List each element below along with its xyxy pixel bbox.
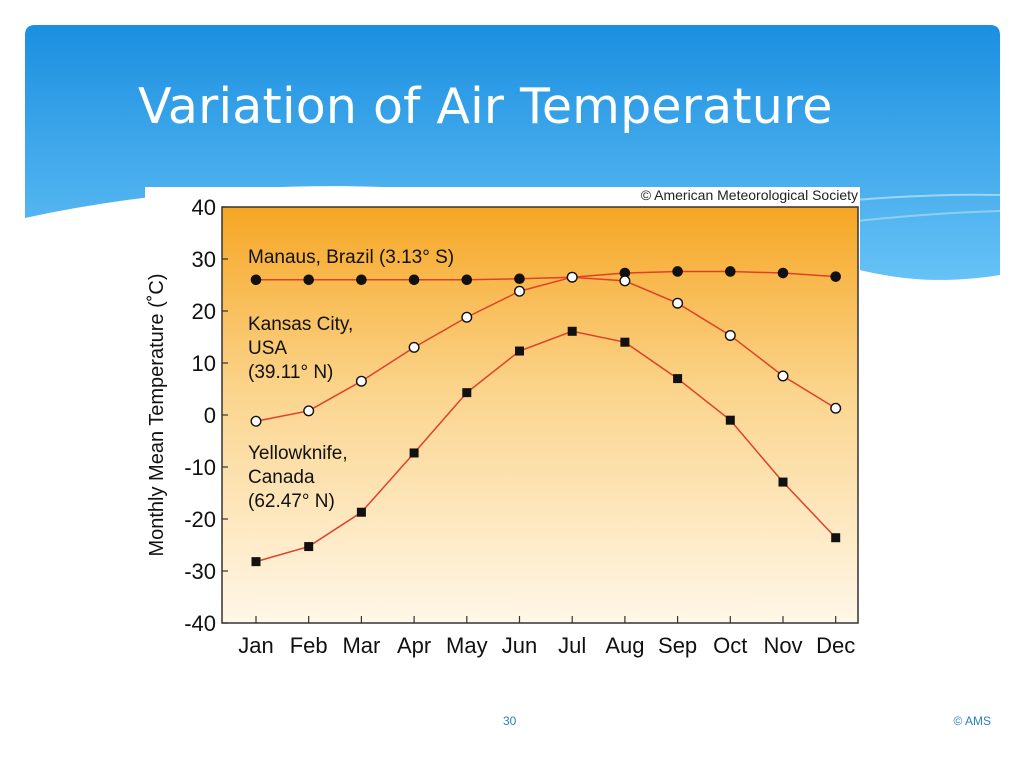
data-point (724, 329, 736, 341)
data-point (251, 557, 261, 567)
temperature-chart: 40 30 20 10 0 -10 -20 -30 -40 Jan Feb Mar Apr May Jun J… (146, 195, 859, 658)
y-tick-label: 40 (192, 195, 216, 220)
x-tick-label: Nov (763, 633, 802, 658)
series-label: Manaus, Brazil (3.13° S) (248, 247, 454, 268)
data-point (725, 415, 735, 425)
y-tick-label: 20 (192, 299, 216, 324)
series-label: Canada (248, 467, 315, 488)
x-tick-label: Dec (816, 633, 855, 658)
series-label: (39.11° N) (248, 362, 333, 383)
copyright-notice: © American Meteorological Society (640, 187, 858, 203)
x-tick-label: Jun (502, 633, 537, 658)
slide-title: Variation of Air Temperature (138, 78, 833, 135)
y-tick-label: 10 (192, 351, 216, 376)
y-tick-label: -20 (184, 507, 216, 532)
page-number: 30 (503, 714, 517, 728)
data-point (566, 271, 578, 283)
chart-figure: 40 30 20 10 0 -10 -20 -30 -40 Jan Feb Mar Apr May Jun J… (145, 187, 860, 667)
data-point (462, 388, 472, 398)
series-label: Yellowknife, (248, 443, 348, 464)
data-point (461, 274, 473, 286)
series-line-2 (255, 330, 837, 563)
series-label: (62.47° N) (248, 491, 335, 512)
x-tick-label: Apr (397, 633, 431, 658)
y-tick-label: -40 (184, 611, 216, 636)
data-point (461, 311, 473, 323)
data-point (515, 346, 524, 356)
y-tick-label: 30 (192, 247, 216, 272)
x-tick-label: May (446, 633, 488, 658)
data-point (356, 507, 366, 517)
y-tick-label: -10 (184, 455, 216, 480)
data-point (304, 542, 314, 552)
data-point (830, 271, 842, 282)
data-point (514, 285, 526, 297)
y-tick-label: 0 (204, 403, 216, 428)
x-tick-label: Oct (713, 633, 747, 658)
y-axis-title: Monthly Mean Temperature (˚C) (146, 273, 168, 556)
series-line-1 (255, 276, 837, 422)
series-label: USA (248, 338, 287, 359)
data-point (250, 274, 262, 286)
data-point (672, 297, 684, 309)
data-point (673, 374, 683, 384)
x-tick-label: Jan (238, 633, 273, 658)
data-point (672, 266, 683, 277)
data-point (514, 273, 525, 285)
data-point (778, 477, 788, 487)
series-line-0 (256, 270, 836, 281)
x-tick-label: Sep (658, 633, 697, 658)
data-point (777, 267, 789, 279)
x-tick-label: Mar (342, 633, 380, 658)
x-tick-label: Feb (290, 633, 328, 658)
data-point (830, 402, 842, 414)
series-label: Kansas City, (248, 314, 353, 335)
plot-area (221, 206, 859, 624)
data-point (777, 370, 789, 382)
data-point (725, 266, 736, 277)
data-point (408, 341, 420, 353)
data-point (355, 375, 367, 387)
data-point (620, 337, 630, 347)
data-point (619, 275, 631, 287)
data-point (250, 415, 262, 427)
y-tick-label: -30 (184, 559, 216, 584)
data-point (567, 326, 577, 336)
data-point (303, 274, 314, 286)
data-point (409, 448, 419, 458)
data-point (408, 274, 420, 286)
data-point (831, 533, 841, 543)
data-point (356, 274, 367, 286)
data-point (303, 405, 315, 417)
footer-credit: © AMS (953, 714, 991, 728)
x-tick-label: Aug (605, 633, 644, 658)
x-tick-label: Jul (558, 633, 586, 658)
